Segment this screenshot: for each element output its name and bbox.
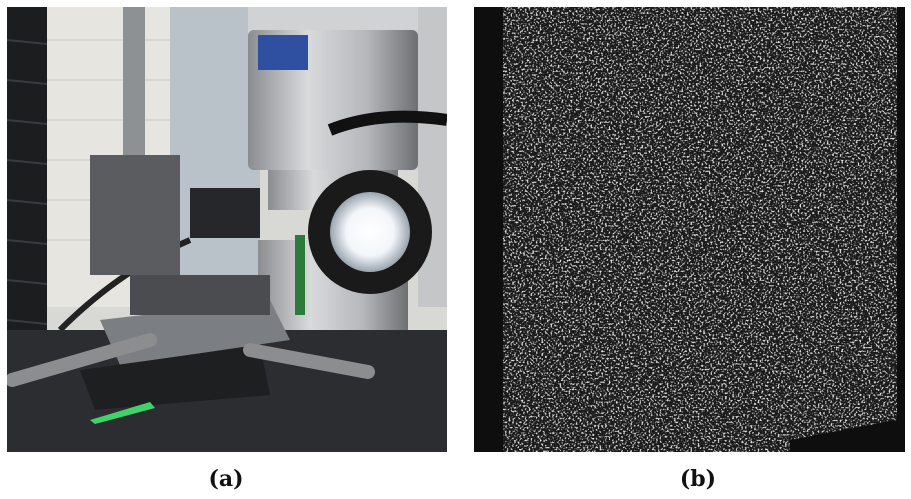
photo-speckle [474,7,905,452]
photo-setup [7,7,447,452]
panel-label: (a) [208,466,243,492]
panel-label: (b) [680,466,716,492]
